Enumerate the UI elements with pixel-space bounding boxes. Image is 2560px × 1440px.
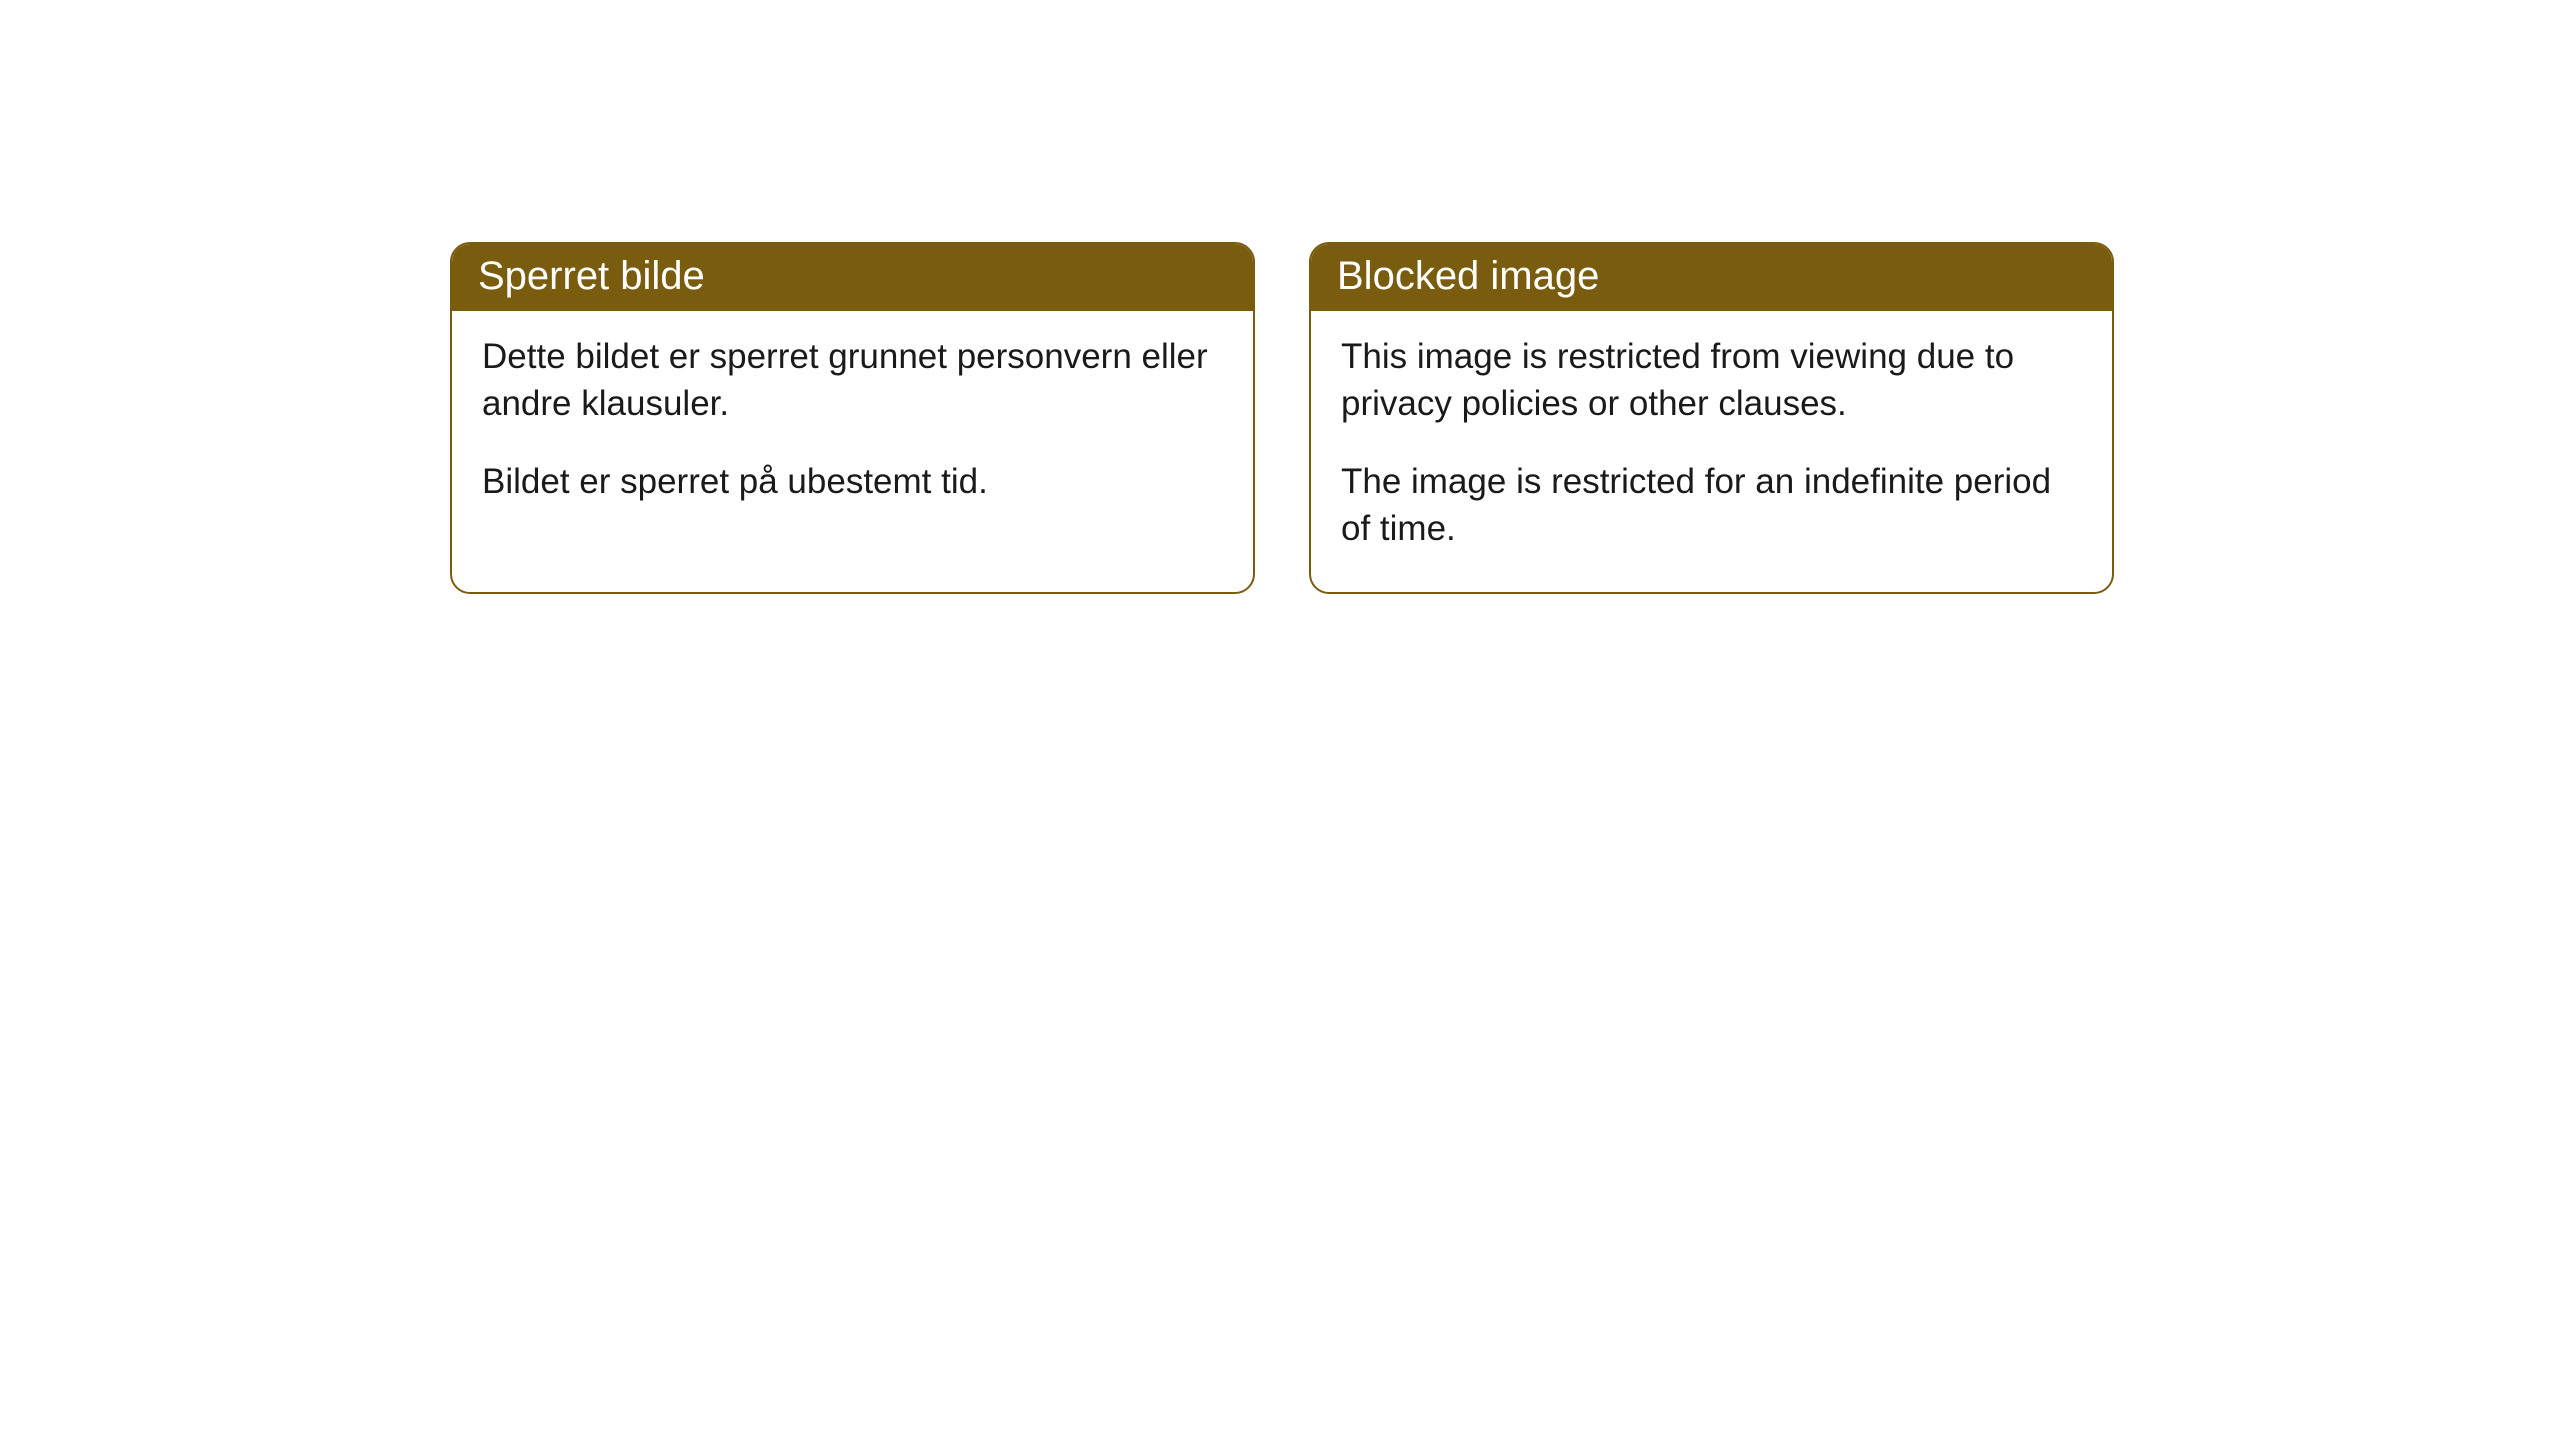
blocked-image-card-english: Blocked image This image is restricted f…: [1309, 242, 2114, 594]
card-paragraph-1-norwegian: Dette bildet er sperret grunnet personve…: [482, 333, 1223, 428]
card-paragraph-1-english: This image is restricted from viewing du…: [1341, 333, 2082, 428]
card-paragraph-2-norwegian: Bildet er sperret på ubestemt tid.: [482, 458, 1223, 505]
card-body-english: This image is restricted from viewing du…: [1311, 311, 2112, 592]
card-header-english: Blocked image: [1311, 244, 2112, 311]
card-paragraph-2-english: The image is restricted for an indefinit…: [1341, 458, 2082, 553]
notice-cards-container: Sperret bilde Dette bildet er sperret gr…: [450, 242, 2114, 594]
blocked-image-card-norwegian: Sperret bilde Dette bildet er sperret gr…: [450, 242, 1255, 594]
card-header-norwegian: Sperret bilde: [452, 244, 1253, 311]
card-body-norwegian: Dette bildet er sperret grunnet personve…: [452, 311, 1253, 545]
